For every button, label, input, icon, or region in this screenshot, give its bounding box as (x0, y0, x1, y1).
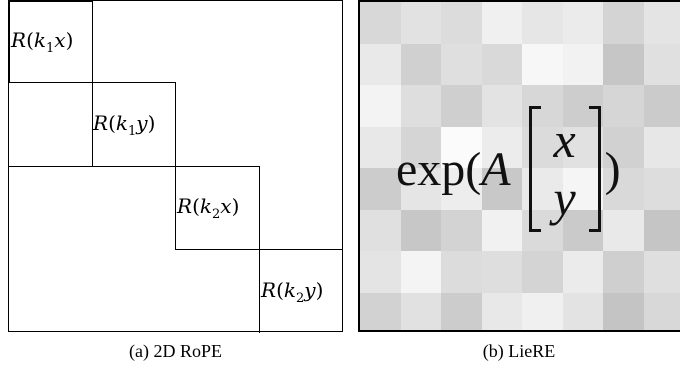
heatmap-cell (360, 168, 402, 211)
heatmap-cell (603, 126, 645, 169)
close-paren: ) (604, 142, 621, 196)
heatmap-cell (643, 209, 680, 252)
heatmap-cell (643, 251, 680, 294)
liere-dense-matrix: exp( A x y ) (358, 0, 680, 332)
heatmap-cell (481, 251, 523, 294)
heatmap-cell (481, 85, 523, 128)
heatmap-cell (522, 2, 564, 45)
heatmap-cell (562, 168, 604, 211)
heatmap-cell (562, 292, 604, 330)
heatmap-cell (400, 168, 442, 211)
position-vector: x y (528, 106, 601, 232)
heatmap-cell (400, 251, 442, 294)
heatmap-cell (400, 209, 442, 252)
heatmap-cell (603, 292, 645, 330)
heatmap-cell (360, 126, 402, 169)
heatmap-cell (481, 168, 523, 211)
heatmap-cell (643, 292, 680, 330)
rope-row-divider-k2x (8, 166, 176, 167)
heatmap-cell (603, 85, 645, 128)
heatmap-cell (643, 168, 680, 211)
right-bracket (588, 106, 601, 232)
heatmap-cell (603, 251, 645, 294)
heatmap-cell (441, 126, 483, 169)
caption-2d-rope: (a) 2D RoPE (129, 341, 222, 361)
heatmap-cell (522, 292, 564, 330)
heatmap-cell (360, 251, 402, 294)
heatmap-cell (441, 43, 483, 86)
rope-label-k1x: R(k1x) (11, 28, 74, 56)
rope-block-k2y: R(k2y) (259, 249, 342, 333)
heatmap-cell (643, 126, 680, 169)
heatmap-cell (522, 43, 564, 86)
exp-function: exp( (396, 142, 482, 196)
heatmap-cell (441, 85, 483, 128)
heatmap-cell (400, 292, 442, 330)
liere-heatmap-grid (360, 2, 680, 330)
liere-expression: exp( A x y ) (396, 94, 621, 244)
heatmap-cell (481, 43, 523, 86)
rope-block-k1y-box (92, 82, 176, 167)
rope-label-k2x: R(k2x) (177, 194, 240, 222)
vector-entry-y: y (553, 170, 576, 226)
caption-liere: (b) LieRE (482, 341, 556, 361)
left-bracket (528, 106, 541, 232)
heatmap-cell (441, 2, 483, 45)
heatmap-cell (643, 85, 680, 128)
heatmap-cell (360, 209, 402, 252)
heatmap-cell (400, 85, 442, 128)
generator-matrix-symbol: A (481, 142, 511, 196)
vector-entry-x: x (553, 112, 576, 168)
heatmap-cell (441, 168, 483, 211)
heatmap-cell (441, 251, 483, 294)
heatmap-cell (643, 2, 680, 45)
rope-block-k1x: R(k1x) (9, 1, 93, 83)
rope-block-diagonal-matrix: R(k1x) R(k1y) R(k2x) R(k2y) (8, 0, 343, 333)
heatmap-cell (603, 2, 645, 45)
heatmap-cell (481, 2, 523, 45)
heatmap-cell (481, 292, 523, 330)
rope-label-k2y: R(k2y) (261, 277, 324, 306)
heatmap-cell (603, 43, 645, 86)
heatmap-cell (643, 43, 680, 86)
heatmap-cell (562, 251, 604, 294)
heatmap-cell (441, 209, 483, 252)
heatmap-cell (360, 43, 402, 86)
heatmap-cell (400, 126, 442, 169)
heatmap-cell (603, 168, 645, 211)
rope-block-k2x: R(k2x) (175, 166, 260, 250)
heatmap-cell (441, 292, 483, 330)
heatmap-cell (360, 85, 402, 128)
heatmap-cell (562, 43, 604, 86)
heatmap-cell (603, 209, 645, 252)
heatmap-cell (481, 126, 523, 169)
heatmap-cell (400, 2, 442, 45)
heatmap-cell (562, 2, 604, 45)
heatmap-cell (522, 251, 564, 294)
heatmap-cell (360, 2, 402, 45)
rope-label-k1y: R(k1y) (93, 110, 156, 139)
heatmap-cell (360, 292, 402, 330)
heatmap-cell (562, 126, 604, 169)
heatmap-cell (400, 43, 442, 86)
heatmap-cell (481, 209, 523, 252)
